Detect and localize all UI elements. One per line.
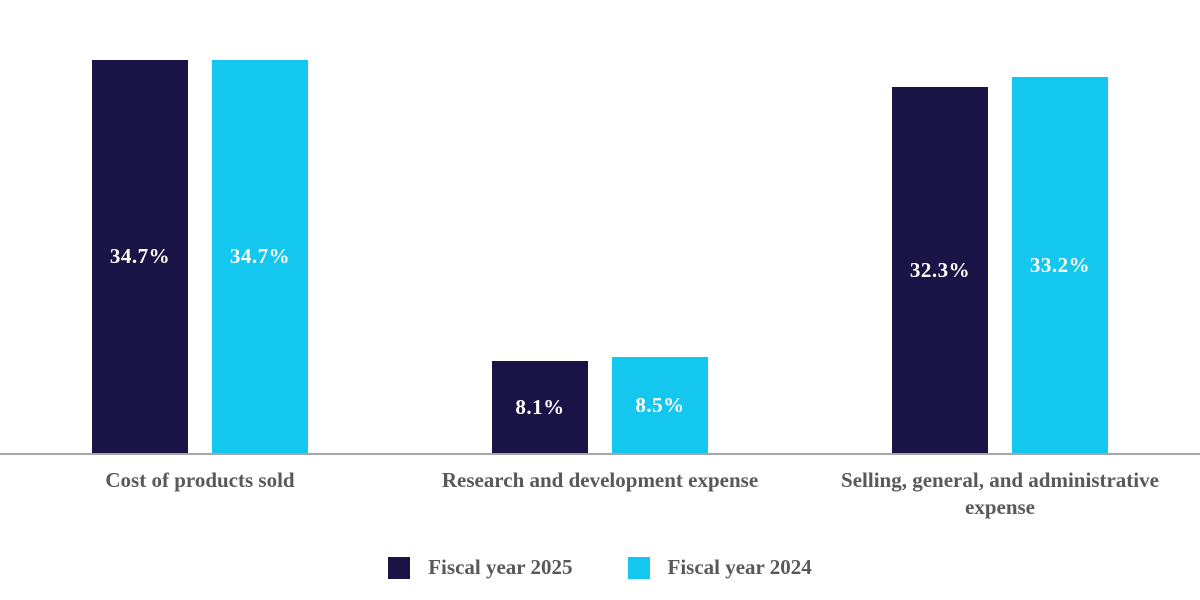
legend-swatch-fiscal-year-2024 <box>627 556 650 579</box>
bar-fiscal-year-2024: 34.7% <box>212 60 308 453</box>
bar-value-label: 8.5% <box>635 392 685 417</box>
bar-group: 32.3% 33.2% <box>800 0 1200 453</box>
bar-value-label: 34.7% <box>109 244 171 268</box>
bar-value-label: 34.7% <box>229 244 291 268</box>
category-axis-labels: Cost of products sold Research and devel… <box>0 455 1200 521</box>
bar-fiscal-year-2025: 34.7% <box>92 60 188 453</box>
bar-value-label: 32.3% <box>909 257 971 282</box>
category-label-research-and-development: Research and development expense <box>441 468 759 492</box>
legend-item-fiscal-year-2024: Fiscal year 2024 <box>627 555 812 580</box>
bar-value-label: 33.2% <box>1029 252 1091 277</box>
category-label-selling-general-administrative: Selling, general, and administrative exp… <box>841 468 1159 519</box>
legend-item-fiscal-year-2025: Fiscal year 2025 <box>388 555 573 580</box>
bar-groups: 34.7% 34.7% 8.1% 8.5% 32.3% 33.2% <box>0 0 1200 453</box>
bar-fiscal-year-2024: 33.2% <box>1012 77 1108 453</box>
bar-group: 34.7% 34.7% <box>0 0 400 453</box>
chart-legend: Fiscal year 2025 Fiscal year 2024 <box>0 555 1200 580</box>
bar-group: 8.1% 8.5% <box>400 0 800 453</box>
bar-fiscal-year-2025: 32.3% <box>892 87 988 453</box>
bar-fiscal-year-2024: 8.5% <box>612 357 708 453</box>
category-label-cost-of-products-sold: Cost of products sold <box>105 468 295 492</box>
bar-fiscal-year-2025: 8.1% <box>492 361 588 453</box>
x-axis-line <box>0 453 1200 455</box>
bar-value-label: 8.1% <box>515 394 565 419</box>
plot-area: 34.7% 34.7% 8.1% 8.5% 32.3% 33.2% <box>0 0 1200 455</box>
legend-label-fiscal-year-2025: Fiscal year 2025 <box>428 555 573 579</box>
legend-swatch-fiscal-year-2025 <box>388 556 411 579</box>
legend-label-fiscal-year-2024: Fiscal year 2024 <box>667 555 812 579</box>
